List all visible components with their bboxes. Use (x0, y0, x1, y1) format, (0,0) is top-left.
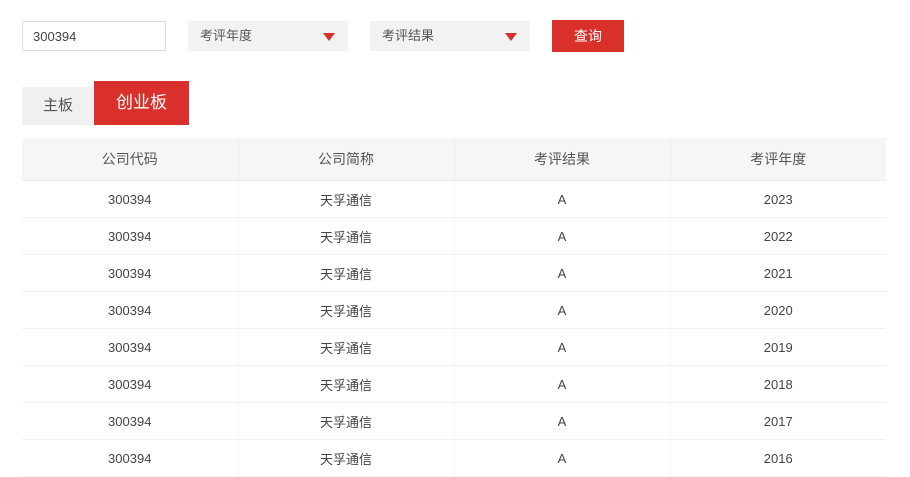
cell-review-result: A (454, 365, 671, 403)
cell-review-result: A (454, 180, 671, 218)
cell-company-name: 天孚通信 (238, 254, 455, 292)
cell-company-code: 300394 (22, 180, 239, 218)
filter-select-result-label: 考评结果 (382, 28, 435, 43)
results-table: 公司代码 公司简称 考评结果 考评年度 300394 天孚通信 A 2023 30039… (22, 138, 886, 477)
cell-company-code: 300394 (22, 328, 239, 366)
table-head: 公司代码 公司简称 考评结果 考评年度 (22, 138, 886, 181)
cell-review-year: 2018 (670, 365, 886, 403)
cell-company-code: 300394 (22, 291, 239, 329)
chevron-down-icon (323, 33, 335, 41)
column-header-company-name: 公司简称 (238, 138, 455, 181)
cell-review-year: 2017 (670, 402, 886, 440)
table-row[interactable]: 300394 天孚通信 A 2022 (22, 217, 886, 255)
cell-review-year: 2016 (670, 439, 886, 477)
results-table-container: 公司代码 公司简称 考评结果 考评年度 300394 天孚通信 A 2023 30039… (22, 138, 886, 477)
column-header-review-year: 考评年度 (670, 138, 886, 181)
table-body: 300394 天孚通信 A 2023 300394 天孚通信 A 2022 300394 天孚通信… (22, 180, 886, 477)
cell-company-name: 天孚通信 (238, 180, 455, 218)
column-header-review-result: 考评结果 (454, 138, 671, 181)
company-code-input[interactable] (22, 21, 166, 51)
cell-company-code: 300394 (22, 439, 239, 477)
query-button[interactable]: 查询 (552, 20, 624, 52)
cell-company-code: 300394 (22, 217, 239, 255)
cell-review-result: A (454, 402, 671, 440)
cell-review-result: A (454, 291, 671, 329)
column-header-company-code: 公司代码 (22, 138, 239, 181)
table-row[interactable]: 300394 天孚通信 A 2021 (22, 254, 886, 292)
search-toolbar: 考评年度 考评结果 查询 (0, 0, 910, 72)
filter-select-year-label: 考评年度 (200, 28, 253, 43)
chevron-down-icon (505, 33, 517, 41)
cell-review-result: A (454, 328, 671, 366)
cell-review-year: 2022 (670, 217, 886, 255)
cell-review-result: A (454, 439, 671, 477)
filter-select-year[interactable]: 考评年度 (188, 21, 348, 51)
cell-company-name: 天孚通信 (238, 291, 455, 329)
cell-review-result: A (454, 217, 671, 255)
table-row[interactable]: 300394 天孚通信 A 2017 (22, 402, 886, 440)
table-row[interactable]: 300394 天孚通信 A 2019 (22, 328, 886, 366)
table-row[interactable]: 300394 天孚通信 A 2018 (22, 365, 886, 403)
cell-review-result: A (454, 254, 671, 292)
cell-review-year: 2021 (670, 254, 886, 292)
cell-company-code: 300394 (22, 365, 239, 403)
cell-company-code: 300394 (22, 254, 239, 292)
cell-review-year: 2020 (670, 291, 886, 329)
cell-review-year: 2023 (670, 180, 886, 218)
cell-company-name: 天孚通信 (238, 217, 455, 255)
table-row[interactable]: 300394 天孚通信 A 2023 (22, 180, 886, 218)
cell-review-year: 2019 (670, 328, 886, 366)
tab-chinext-board[interactable]: 创业板 (94, 81, 190, 125)
table-header-row: 公司代码 公司简称 考评结果 考评年度 (22, 138, 886, 181)
cell-company-name: 天孚通信 (238, 402, 455, 440)
tab-main-board[interactable]: 主板 (22, 87, 95, 125)
table-row[interactable]: 300394 天孚通信 A 2016 (22, 439, 886, 477)
cell-company-name: 天孚通信 (238, 328, 455, 366)
board-tabs: 主板 创业板 (22, 81, 190, 125)
cell-company-code: 300394 (22, 402, 239, 440)
table-row[interactable]: 300394 天孚通信 A 2020 (22, 291, 886, 329)
cell-company-name: 天孚通信 (238, 365, 455, 403)
filter-select-result[interactable]: 考评结果 (370, 21, 530, 51)
cell-company-name: 天孚通信 (238, 439, 455, 477)
